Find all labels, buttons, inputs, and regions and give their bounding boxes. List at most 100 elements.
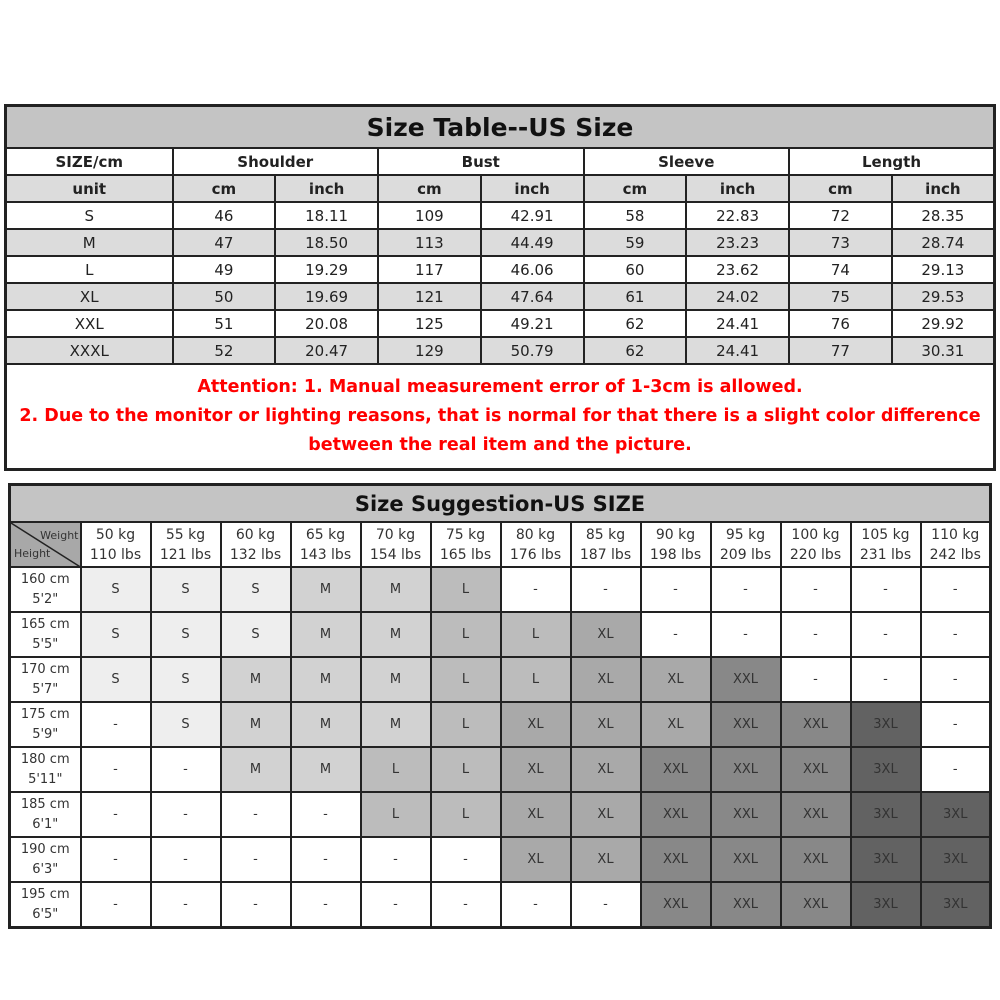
weight-header: 90 kg 198 lbs bbox=[639, 521, 712, 568]
size-cell: XL bbox=[569, 611, 642, 658]
size-cell: XXL bbox=[709, 656, 782, 703]
table-row: 165 cm 5'5" S S S M M L L XL - - - - - bbox=[8, 611, 992, 658]
table-cell: 62 bbox=[582, 336, 688, 365]
size-cell: XL bbox=[499, 746, 572, 793]
table-row: 185 cm 6'1" - - - - L L XL XL XXL XXL XXL 3XL 3XL bbox=[8, 791, 992, 838]
size-cell: 3XL bbox=[919, 881, 992, 929]
corner-header-cell: Weight Height bbox=[8, 521, 82, 568]
weight-header: 100 kg 220 lbs bbox=[779, 521, 852, 568]
unit-header: inch bbox=[685, 174, 790, 203]
size-cell: 3XL bbox=[849, 881, 922, 929]
weight-kg: 85 kg bbox=[585, 526, 626, 543]
unit-header: unit bbox=[4, 174, 174, 203]
table-cell: 46.06 bbox=[479, 255, 585, 284]
table-cell: 29.92 bbox=[890, 309, 996, 338]
size-suggestion-title: Size Suggestion-US SIZE bbox=[8, 483, 992, 523]
size-cell: - bbox=[919, 656, 992, 703]
size-cell: XXL bbox=[779, 881, 852, 929]
height-ft: 5'2" bbox=[32, 591, 59, 607]
table-cell: L bbox=[4, 255, 174, 284]
table-cell: 125 bbox=[377, 309, 482, 338]
table-cell: 109 bbox=[377, 201, 482, 230]
unit-row: unit cm inch cm inch cm inch cm inch bbox=[4, 174, 996, 203]
table-cell: 18.11 bbox=[274, 201, 379, 230]
table-cell: 50.79 bbox=[479, 336, 585, 365]
table-cell: 29.13 bbox=[890, 255, 996, 284]
size-cell: XXL bbox=[779, 701, 852, 748]
corner-weight-label: Weight bbox=[40, 529, 79, 542]
height-cm: 165 cm bbox=[20, 616, 70, 632]
table-row: XL 50 19.69 121 47.64 61 24.02 75 29.53 bbox=[4, 282, 996, 311]
size-cell: - bbox=[779, 611, 852, 658]
size-cell: - bbox=[149, 746, 222, 793]
size-cell: XXL bbox=[639, 746, 712, 793]
table-cell: 24.41 bbox=[685, 309, 790, 338]
table-cell: 74 bbox=[788, 255, 893, 284]
weight-kg: 50 kg bbox=[95, 526, 136, 543]
size-cell: - bbox=[219, 836, 292, 883]
table-cell: 47 bbox=[171, 228, 277, 257]
size-cell: XL bbox=[569, 791, 642, 838]
size-cell: - bbox=[779, 566, 852, 613]
weight-lbs: 143 lbs bbox=[299, 546, 352, 563]
size-cell: - bbox=[289, 791, 362, 838]
size-cell: XXL bbox=[639, 791, 712, 838]
height-cm: 175 cm bbox=[20, 706, 70, 722]
size-cell: - bbox=[79, 701, 152, 748]
weight-lbs: 220 lbs bbox=[789, 546, 842, 563]
size-cell: L bbox=[499, 611, 572, 658]
table-cell: 58 bbox=[582, 201, 688, 230]
table-cell: 19.29 bbox=[274, 255, 379, 284]
size-cell: - bbox=[639, 566, 712, 613]
size-cell: M bbox=[289, 746, 362, 793]
size-cell: S bbox=[79, 566, 152, 613]
size-cell: XL bbox=[569, 701, 642, 748]
weight-kg: 105 kg bbox=[861, 526, 910, 543]
table-cell: 49.21 bbox=[479, 309, 585, 338]
weight-header: 80 kg 176 lbs bbox=[499, 521, 572, 568]
height-header: 160 cm 5'2" bbox=[8, 566, 82, 613]
table-row: L 49 19.29 117 46.06 60 23.62 74 29.13 bbox=[4, 255, 996, 284]
weight-header-row: Weight Height 50 kg 110 lbs 55 kg 121 lbs 60 k… bbox=[8, 521, 992, 568]
size-cell: 3XL bbox=[919, 791, 992, 838]
size-cell: S bbox=[149, 656, 222, 703]
size-cell: - bbox=[919, 746, 992, 793]
size-cell: M bbox=[219, 746, 292, 793]
weight-lbs: 132 lbs bbox=[229, 546, 282, 563]
weight-kg: 80 kg bbox=[515, 526, 556, 543]
size-cell: - bbox=[709, 611, 782, 658]
size-cell: S bbox=[79, 611, 152, 658]
height-ft: 6'3" bbox=[32, 861, 59, 877]
size-cell: XL bbox=[569, 656, 642, 703]
unit-header: cm bbox=[171, 174, 277, 203]
table-row: S 46 18.11 109 42.91 58 22.83 72 28.35 bbox=[4, 201, 996, 230]
size-cell: 3XL bbox=[849, 746, 922, 793]
weight-lbs: 198 lbs bbox=[649, 546, 702, 563]
size-cell: S bbox=[149, 611, 222, 658]
height-header: 190 cm 6'3" bbox=[8, 836, 82, 883]
table-cell: 20.47 bbox=[274, 336, 379, 365]
table-row: 175 cm 5'9" - S M M M L XL XL XL XXL XXL 3XL - bbox=[8, 701, 992, 748]
notes-row: Attention: 1. Manual measurement error o… bbox=[4, 363, 996, 471]
height-header: 180 cm 5'11" bbox=[8, 746, 82, 793]
table-cell: XL bbox=[4, 282, 174, 311]
table-row: M 47 18.50 113 44.49 59 23.23 73 28.74 bbox=[4, 228, 996, 257]
size-cell: L bbox=[429, 701, 502, 748]
size-cell: XXL bbox=[639, 836, 712, 883]
table-cell: 50 bbox=[171, 282, 277, 311]
weight-lbs: 110 lbs bbox=[89, 546, 142, 563]
size-cell: S bbox=[219, 566, 292, 613]
size-cell: - bbox=[569, 881, 642, 929]
table-cell: 59 bbox=[582, 228, 688, 257]
size-cell: - bbox=[569, 566, 642, 613]
height-header: 195 cm 6'5" bbox=[8, 881, 82, 929]
size-cell: XL bbox=[569, 746, 642, 793]
height-cm: 170 cm bbox=[20, 661, 70, 677]
table-cell: 129 bbox=[377, 336, 482, 365]
table-cell: 121 bbox=[377, 282, 482, 311]
weight-header: 95 kg 209 lbs bbox=[709, 521, 782, 568]
weight-lbs: 242 lbs bbox=[929, 546, 981, 563]
height-header: 170 cm 5'7" bbox=[8, 656, 82, 703]
column-header: SIZE/cm bbox=[4, 147, 174, 176]
size-cell: - bbox=[79, 746, 152, 793]
